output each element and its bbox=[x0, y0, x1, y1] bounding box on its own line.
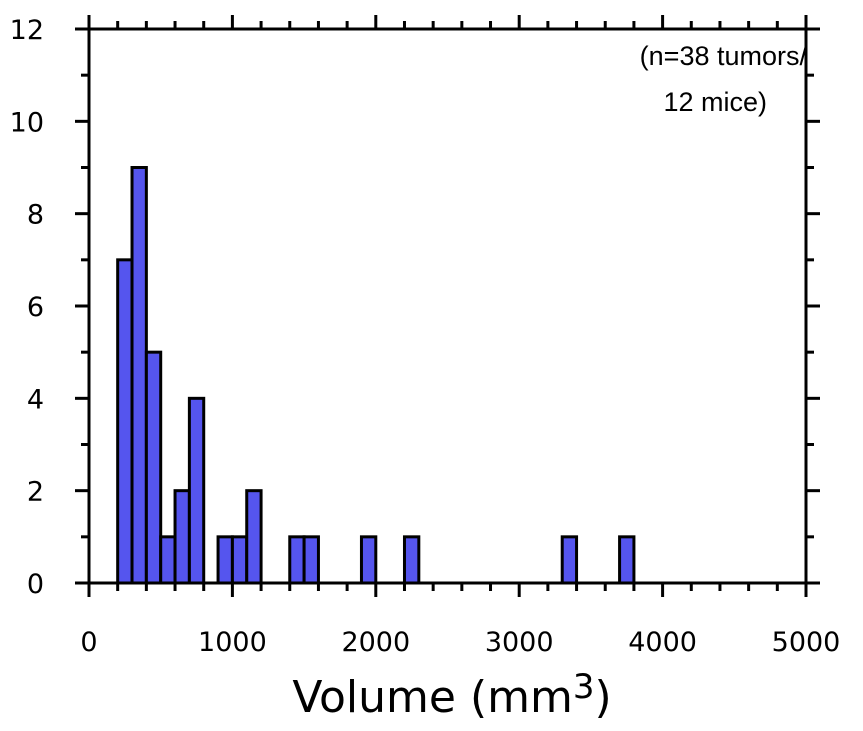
x-axis-label-superscript: 3 bbox=[573, 667, 595, 707]
histogram-bar-6 bbox=[216, 535, 234, 585]
x-tick-label: 5000 bbox=[772, 627, 841, 658]
y-tick-label: 8 bbox=[27, 200, 44, 231]
histogram-bar-3 bbox=[159, 535, 177, 585]
y-tick-label: 6 bbox=[27, 292, 44, 323]
x-tick-label: 1000 bbox=[198, 627, 267, 658]
y-tick-label: 10 bbox=[10, 107, 44, 138]
y-tick-label: 4 bbox=[27, 384, 44, 415]
y-tick-label: 0 bbox=[27, 569, 44, 600]
x-tick-labels: 0 1000 2000 3000 4000 5000 bbox=[80, 627, 840, 658]
annotation-line-2: 12 mice) bbox=[663, 87, 767, 117]
x-axis-label: Volume (mm3) bbox=[292, 667, 611, 723]
histogram-bar-11 bbox=[359, 535, 378, 585]
annotation-line-1: (n=38 tumors/ bbox=[640, 41, 808, 71]
x-tick-label: 3000 bbox=[485, 627, 554, 658]
histogram-bar-7 bbox=[230, 535, 249, 585]
y-tick-labels: 0 2 4 6 8 10 12 bbox=[10, 15, 44, 600]
histogram-bar-12 bbox=[402, 535, 421, 585]
x-tick-label: 2000 bbox=[341, 627, 410, 658]
x-axis-label-text: Volume (mm bbox=[292, 672, 573, 723]
histogram-bar-2 bbox=[144, 350, 163, 585]
x-tick-label: 4000 bbox=[628, 627, 697, 658]
plot-frame bbox=[87, 27, 808, 585]
histogram-bar-13 bbox=[560, 535, 579, 585]
x-axis-label-suffix: ) bbox=[595, 672, 612, 723]
bars-group bbox=[116, 166, 636, 585]
histogram-bar-8 bbox=[245, 489, 263, 585]
histogram-bar-10 bbox=[302, 535, 320, 585]
histogram-bar-4 bbox=[173, 489, 191, 585]
histogram-bar-14 bbox=[618, 535, 636, 585]
histogram-bar-5 bbox=[187, 396, 206, 585]
y-tick-label: 2 bbox=[27, 477, 44, 508]
y-tick-label: 12 bbox=[10, 15, 44, 46]
x-tick-label: 0 bbox=[80, 627, 97, 658]
histogram-bar-9 bbox=[288, 535, 306, 585]
histogram-bar-0 bbox=[116, 258, 134, 585]
histogram-bar-1 bbox=[130, 166, 148, 585]
